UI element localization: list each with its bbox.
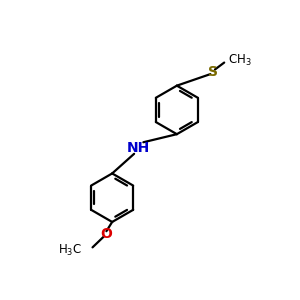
Text: CH$_3$: CH$_3$ [228, 53, 251, 68]
Text: S: S [208, 65, 218, 79]
Text: NH: NH [127, 141, 150, 155]
Text: O: O [100, 226, 112, 241]
Text: H$_3$C: H$_3$C [58, 243, 82, 258]
